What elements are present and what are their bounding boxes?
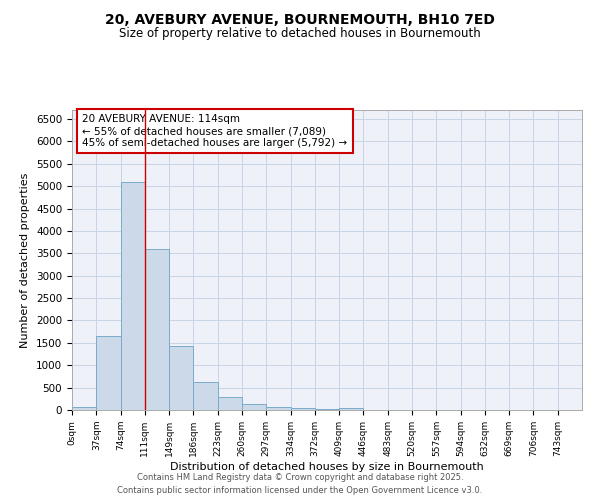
Bar (315, 408, 339, 410)
Bar (266, 406, 290, 410)
Text: Contains HM Land Registry data © Crown copyright and database right 2025.: Contains HM Land Registry data © Crown c… (137, 474, 463, 482)
Bar (290, 408, 315, 410)
Bar (169, 346, 193, 410)
Bar (96, 336, 121, 410)
Bar (339, 408, 364, 410)
Text: Contains public sector information licensed under the Open Government Licence v3: Contains public sector information licen… (118, 486, 482, 495)
X-axis label: Distribution of detached houses by size in Bournemouth: Distribution of detached houses by size … (170, 462, 484, 471)
Text: Size of property relative to detached houses in Bournemouth: Size of property relative to detached ho… (119, 28, 481, 40)
Text: 20, AVEBURY AVENUE, BOURNEMOUTH, BH10 7ED: 20, AVEBURY AVENUE, BOURNEMOUTH, BH10 7E… (105, 12, 495, 26)
Text: 20 AVEBURY AVENUE: 114sqm
← 55% of detached houses are smaller (7,089)
45% of se: 20 AVEBURY AVENUE: 114sqm ← 55% of detac… (82, 114, 347, 148)
Bar (193, 382, 218, 410)
Y-axis label: Number of detached properties: Number of detached properties (20, 172, 31, 348)
Bar (72, 408, 96, 410)
Bar (242, 404, 266, 410)
Bar (121, 182, 145, 410)
Bar (218, 396, 242, 410)
Bar (145, 249, 169, 410)
